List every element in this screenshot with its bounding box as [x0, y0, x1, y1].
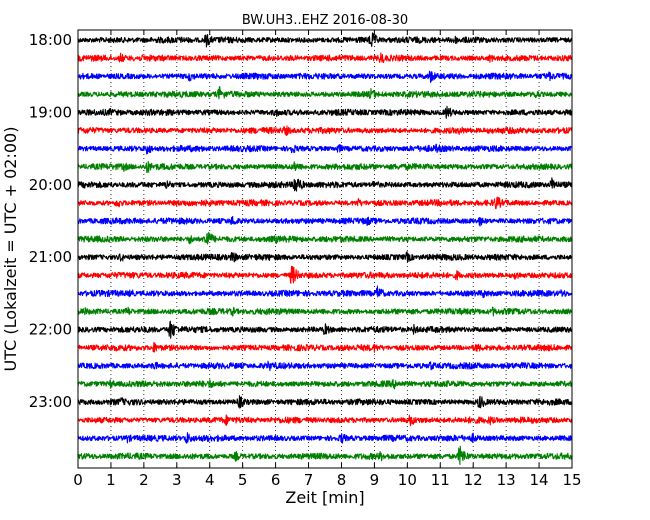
seismic-trace-2345 [77, 445, 573, 466]
seismic-trace-2200 [77, 320, 573, 339]
seismic-trace-2100 [77, 251, 573, 263]
x-tick-label: 15 [562, 471, 581, 489]
tick-layer: 0 1 2 3 4 5 6 7 8 9 10 11 12 13 14 1518:0019:0020:0021:… [29, 30, 582, 489]
seismic-trace-2315 [77, 414, 573, 427]
seismic-trace-2230 [77, 360, 573, 372]
x-tick-label: 12 [464, 471, 483, 489]
seismic-trace-1900 [77, 105, 573, 119]
seismic-trace-1815 [77, 52, 573, 64]
x-tick-label: 10 [398, 471, 417, 489]
trace-layer [77, 32, 573, 466]
x-tick-label: 8 [337, 471, 347, 489]
seismic-trace-1945 [77, 160, 573, 173]
y-tick-label: 19:00 [29, 103, 72, 121]
plot-frame [77, 29, 573, 469]
x-axis-label: Zeit [min] [285, 488, 364, 507]
x-tick-label: 14 [530, 471, 549, 489]
x-tick-label: 9 [370, 471, 380, 489]
seismic-trace-2245 [77, 378, 573, 390]
seismic-trace-2215 [77, 341, 573, 353]
seismic-trace-2130 [77, 285, 573, 299]
seismic-trace-1830 [77, 70, 573, 83]
seismic-trace-1845 [77, 86, 573, 100]
seismic-trace-2000 [77, 177, 573, 192]
x-tick-label: 7 [304, 471, 314, 489]
x-tick-label: 11 [431, 471, 450, 489]
seismic-trace-2300 [77, 395, 573, 409]
y-tick-label: 22:00 [29, 321, 72, 339]
seismic-trace-2330 [77, 432, 573, 444]
seismic-trace-2115 [77, 265, 573, 284]
x-tick-label: 0 [73, 471, 83, 489]
x-tick-label: 13 [497, 471, 516, 489]
y-tick-label: 18:00 [29, 31, 72, 49]
seismic-trace-1915 [77, 125, 573, 137]
seismic-trace-2030 [77, 215, 573, 227]
seismic-trace-2045 [77, 231, 573, 245]
seismic-trace-1930 [77, 143, 573, 155]
y-tick-label: 21:00 [29, 248, 72, 266]
chart-title: BW.UH3..EHZ 2016-08-30 [242, 13, 408, 28]
y-axis-label: UTC (Lokalzeit = UTC + 02:00) [1, 127, 20, 372]
seismic-trace-2015 [77, 196, 573, 210]
x-tick-label: 5 [238, 471, 248, 489]
y-tick-label: 20:00 [29, 176, 72, 194]
y-tick-label: 23:00 [29, 393, 72, 411]
x-tick-label: 2 [139, 471, 149, 489]
seismic-trace-2145 [77, 306, 573, 317]
x-tick-label: 1 [106, 471, 116, 489]
seismic-trace-1800 [77, 32, 573, 48]
x-tick-label: 3 [172, 471, 182, 489]
x-tick-label: 4 [205, 471, 215, 489]
x-tick-label: 6 [271, 471, 281, 489]
